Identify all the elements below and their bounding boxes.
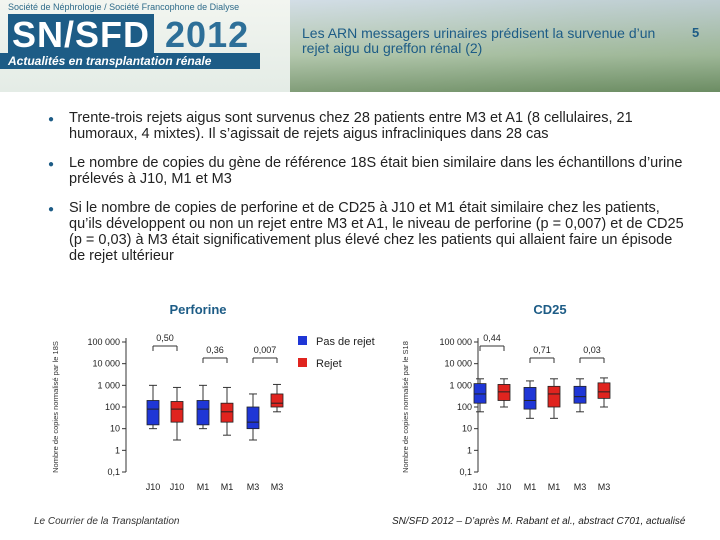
page-number: 5 [692, 25, 700, 40]
y-tick-label: 0,1 [459, 467, 472, 477]
congress-subtitle: Actualités en transplantation rénale [0, 53, 260, 69]
pvalue-label: 0,44 [483, 333, 501, 343]
footer-source: Le Courrier de la Transplantation [34, 516, 180, 527]
society-name: Société de Néphrologie / Société Francop… [8, 2, 240, 12]
x-tick-label: J10 [473, 482, 488, 492]
legend-label-no-reject: Pas de rejet [316, 336, 375, 348]
x-tick-label: M3 [271, 482, 284, 492]
reject-box [220, 402, 234, 423]
y-tick-label: 10 [110, 424, 120, 434]
no-reject-box [573, 385, 587, 404]
bullet-text: Si le nombre de copies de perforine et d… [69, 200, 684, 264]
pvalue-label: 0,50 [156, 333, 174, 343]
y-tick-label: 100 000 [87, 337, 120, 347]
bullet-icon: ● [48, 204, 55, 215]
logo: Société de Néphrologie / Société Francop… [0, 0, 290, 92]
bullet-text: Trente-trois rejets aigus sont survenus … [69, 110, 633, 142]
x-tick-label: M1 [197, 482, 210, 492]
y-tick-label: 0,1 [107, 467, 120, 477]
bullet-item: ● Trente-trois rejets aigus sont survenus… [48, 110, 688, 142]
no-reject-box [246, 406, 260, 430]
pvalue-label: 0,03 [583, 345, 601, 355]
pvalue-label: 0,007 [254, 345, 277, 355]
y-axis-label: Nombre de copies normalisé par le S18 [401, 341, 410, 473]
header-banner: Société de Néphrologie / Société Francop… [0, 0, 720, 92]
y-tick-label: 100 [105, 402, 120, 412]
no-reject-box [473, 383, 487, 404]
x-tick-label: J10 [146, 482, 161, 492]
charts-area: Perforine Nombre de copies normalisé par … [51, 302, 611, 492]
legend-label-reject: Rejet [316, 358, 342, 370]
x-tick-label: M3 [598, 482, 611, 492]
bullet-item: ● Si le nombre de copies de perforine et … [48, 200, 688, 264]
x-tick-label: M1 [548, 482, 561, 492]
y-tick-label: 100 [457, 402, 472, 412]
y-tick-label: 1 000 [449, 380, 472, 390]
bullet-text: Le nombre de copies du gène de référence… [69, 155, 683, 187]
chart-title: Perforine [169, 302, 226, 317]
y-tick-label: 1 [467, 445, 472, 455]
y-tick-label: 100 000 [439, 337, 472, 347]
y-tick-label: 1 [115, 445, 120, 455]
bullet-icon: ● [48, 114, 55, 125]
y-tick-label: 10 000 [92, 359, 120, 369]
no-reject-box [196, 400, 210, 426]
no-reject-box [523, 387, 537, 410]
bullet-list: ● Trente-trois rejets aigus sont survenus… [48, 110, 688, 277]
reject-box [170, 401, 184, 423]
legend-swatch-reject [298, 358, 307, 367]
bullet-item: ● Le nombre de copies du gène de référenc… [48, 155, 688, 187]
pvalue-label: 0,71 [533, 345, 551, 355]
x-tick-label: J10 [497, 482, 512, 492]
reject-box [270, 393, 284, 408]
x-tick-label: M1 [524, 482, 537, 492]
y-axis-label: Nombre de copies normalisé par le 18S [51, 341, 60, 473]
bullet-icon: ● [48, 159, 55, 170]
reject-box [497, 384, 511, 401]
reject-box [547, 385, 561, 408]
y-tick-label: 10 000 [444, 359, 472, 369]
reject-box [597, 382, 611, 399]
x-tick-label: M1 [221, 482, 234, 492]
header-photo [290, 0, 720, 92]
slide-title: Les ARN messagers urinaires prédisent la… [302, 25, 656, 56]
x-tick-label: M3 [247, 482, 260, 492]
legend-swatch-no-reject [298, 336, 307, 345]
x-tick-label: J10 [170, 482, 185, 492]
congress-title: SN/SFD 2012 [8, 14, 249, 56]
footer-citation: SN/SFD 2012 – D’après M. Rabant et al., … [392, 516, 686, 527]
no-reject-box [146, 400, 160, 426]
pvalue-label: 0,36 [206, 345, 224, 355]
y-tick-label: 1 000 [97, 380, 120, 390]
x-tick-label: M3 [574, 482, 587, 492]
congress-title-year: 2012 [165, 14, 250, 55]
y-tick-label: 10 [462, 424, 472, 434]
chart-title: CD25 [533, 302, 566, 317]
congress-title-sn: SN/SFD [8, 14, 155, 55]
